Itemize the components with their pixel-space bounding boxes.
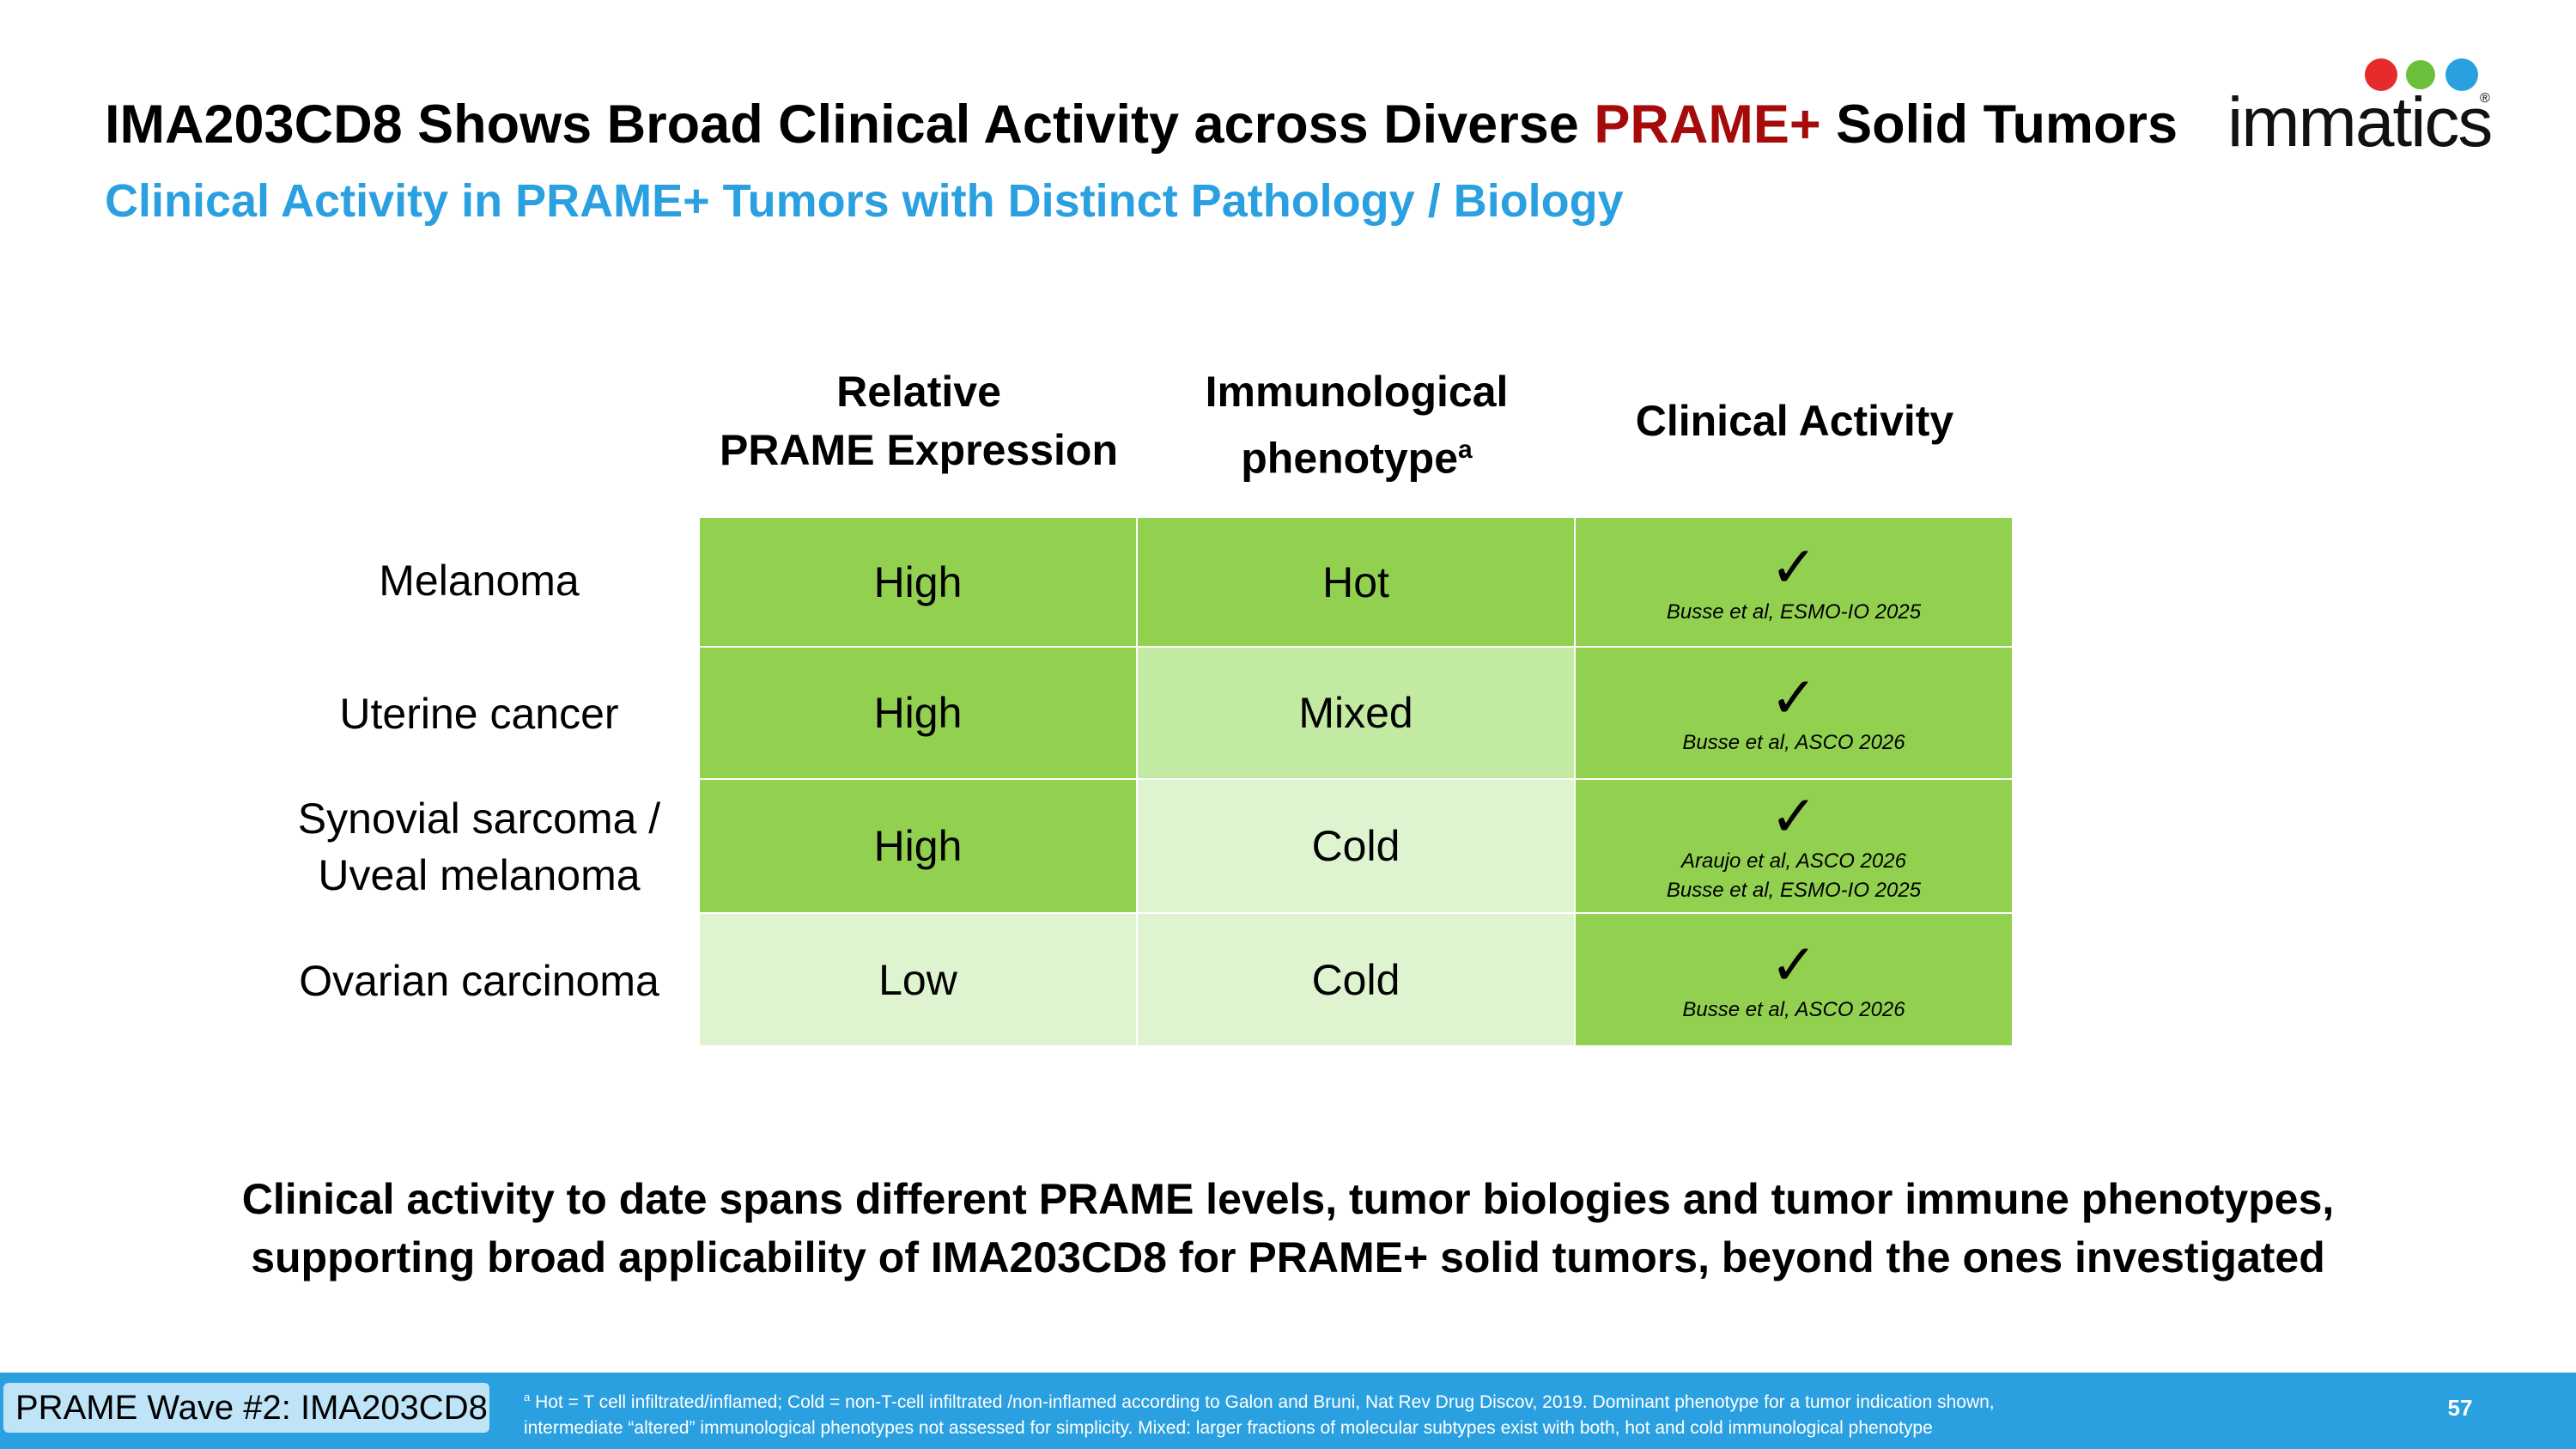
footnote-line2: intermediate “altered” immunological phe…	[524, 1418, 1933, 1438]
cell-expression-ovarian: Low	[700, 914, 1136, 1045]
checkmark-icon: ✓	[1770, 931, 1818, 998]
checkmark-icon: ✓	[1770, 783, 1818, 849]
cell-phenotype-uterine: Mixed	[1138, 648, 1574, 778]
cell-phenotype-ovarian: Cold	[1138, 914, 1574, 1045]
slide-title: IMA203CD8 Shows Broad Clinical Activity …	[105, 93, 2183, 158]
conclusion-text: Clinical activity to date spans differen…	[129, 1170, 2447, 1287]
cell-expression-uterine: High	[700, 648, 1136, 778]
column-header-phenotype: Immunological phenotypea	[1138, 362, 1576, 488]
title-part2: Solid Tumors	[1820, 94, 2178, 155]
row-label-synovial-uveal: Synovial sarcoma / Uveal melanoma	[268, 790, 690, 904]
page-number: 57	[2447, 1395, 2473, 1421]
logo-dot-green-icon	[2406, 60, 2435, 89]
conclusion-line1: Clinical activity to date spans differen…	[241, 1175, 2335, 1223]
cell-activity-synovial-uveal: ✓ Araujo et al, ASCO 2026 Busse et al, E…	[1576, 780, 2012, 912]
title-part1: IMA203CD8 Shows Broad Clinical Activity …	[105, 94, 1595, 155]
row-label-text-line1: Synovial sarcoma /	[297, 795, 661, 843]
cell-expression-melanoma: High	[700, 518, 1136, 646]
cell-activity-uterine: ✓ Busse et al, ASCO 2026	[1576, 648, 2012, 778]
footnote-marker: a	[524, 1391, 531, 1403]
slide-subtitle: Clinical Activity in PRAME+ Tumors with …	[105, 175, 1624, 227]
cell-activity-melanoma: ✓ Busse et al, ESMO-IO 2025	[1576, 518, 2012, 646]
immatics-logo: immatics ®	[2221, 55, 2495, 158]
row-label-ovarian: Ovarian carcinoma	[268, 953, 690, 1009]
logo-wordmark: immatics	[2227, 83, 2493, 161]
footer-section-tag: PRAME Wave #2: IMA203CD8	[3, 1383, 489, 1433]
column-header-phenotype-line2: phenotype	[1241, 434, 1459, 483]
footer-bar: PRAME Wave #2: IMA203CD8 a Hot = T cell …	[0, 1373, 2576, 1449]
reference-text-2: Busse et al, ESMO-IO 2025	[1666, 879, 1922, 902]
column-header-activity: Clinical Activity	[1635, 397, 1954, 445]
row-label-text: Uterine cancer	[339, 690, 619, 738]
footnote-line1: Hot = T cell infiltrated/inflamed; Cold …	[530, 1392, 1995, 1412]
column-header-expression-line2: PRAME Expression	[719, 426, 1118, 474]
logo-dot-red-icon	[2365, 58, 2397, 91]
phenotype-footnote-marker: a	[1458, 435, 1473, 464]
reference-text-1: Araujo et al, ASCO 2026	[1681, 849, 1906, 873]
reference-text: Busse et al, ASCO 2026	[1682, 731, 1905, 754]
column-header-phenotype-line1: Immunological	[1205, 368, 1509, 416]
cell-activity-ovarian: ✓ Busse et al, ASCO 2026	[1576, 914, 2012, 1045]
cell-phenotype-melanoma: Hot	[1138, 518, 1574, 646]
row-label-text: Ovarian carcinoma	[299, 957, 659, 1005]
reference-text: Busse et al, ESMO-IO 2025	[1666, 600, 1922, 624]
checkmark-icon: ✓	[1770, 533, 1818, 600]
logo-registered-mark: ®	[2480, 91, 2490, 106]
conclusion-line2: supporting broad applicability of IMA203…	[251, 1233, 2325, 1282]
title-accent: PRAME+	[1594, 94, 1821, 155]
reference-text: Busse et al, ASCO 2026	[1682, 997, 1905, 1021]
cell-expression-synovial-uveal: High	[700, 780, 1136, 912]
row-label-text: Melanoma	[379, 557, 580, 605]
column-header-expression: Relative PRAME Expression	[700, 362, 1138, 479]
column-header-expression-line1: Relative	[836, 368, 1001, 416]
row-label-melanoma: Melanoma	[268, 552, 690, 609]
logo-dot-blue-icon	[2445, 58, 2478, 91]
row-label-text-line2: Uveal melanoma	[318, 851, 641, 899]
row-label-uterine: Uterine cancer	[268, 685, 690, 742]
checkmark-icon: ✓	[1770, 665, 1818, 731]
footnote: a Hot = T cell infiltrated/inflamed; Col…	[524, 1385, 2456, 1441]
cell-phenotype-synovial-uveal: Cold	[1138, 780, 1574, 912]
